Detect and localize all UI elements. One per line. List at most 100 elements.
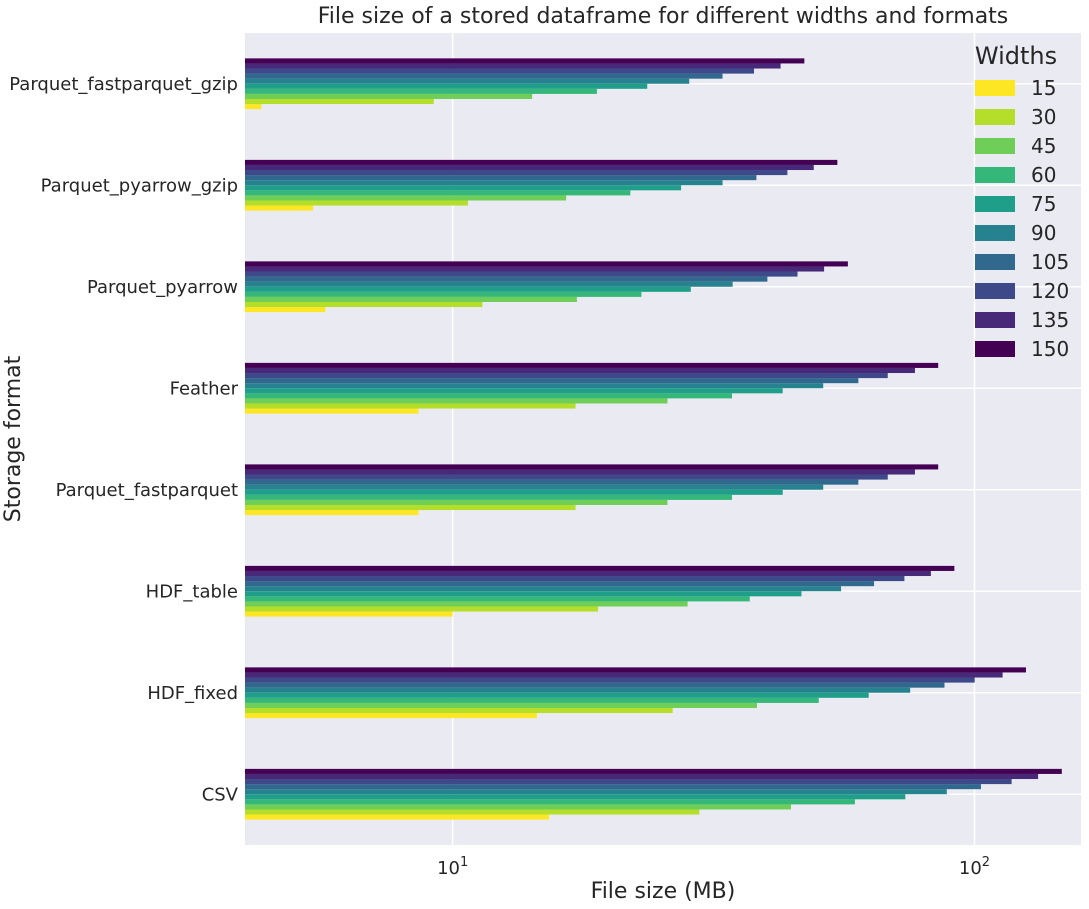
bar-Parquet_pyarrow-30: [245, 301, 483, 308]
bar-HDF_fixed-60: [245, 697, 819, 703]
y-tick-label: Parquet_fastparquet: [56, 480, 238, 501]
y-axis-label: Storage format: [1, 355, 26, 522]
legend-swatch-135: [975, 312, 1015, 328]
legend-label-105: 105: [1031, 250, 1069, 274]
bar-Parquet_fastparquet-105: [245, 479, 859, 485]
legend-label-135: 135: [1031, 308, 1069, 332]
bar-CSV-75: [245, 794, 906, 800]
y-tick-label: Parquet_pyarrow: [87, 277, 238, 298]
x-tick-label: 102: [959, 855, 990, 879]
bar-Parquet_fastparquet-135: [245, 469, 915, 475]
bar-Parquet_fastparquet-30: [245, 504, 576, 511]
bar-Parquet_fastparquet_gzip-30: [245, 98, 434, 105]
legend-swatch-45: [975, 138, 1015, 154]
bar-Parquet_pyarrow_gzip-75: [245, 185, 682, 191]
bar-Parquet_fastparquet_gzip-60: [245, 88, 597, 94]
bar-Parquet_pyarrow-135: [245, 266, 825, 272]
bar-Parquet_fastparquet_gzip-120: [245, 68, 755, 74]
bar-HDF_table-30: [245, 606, 599, 612]
bar-Parquet_fastparquet_gzip-150: [245, 58, 805, 64]
bar-Parquet_pyarrow-150: [245, 261, 848, 267]
bar-Feather-90: [245, 383, 824, 389]
bar-Parquet_pyarrow_gzip-30: [245, 200, 468, 206]
bar-HDF_table-105: [245, 581, 875, 587]
bar-CSV-30: [245, 809, 700, 815]
bar-CSV-15: [245, 814, 550, 820]
legend-label-30: 30: [1031, 105, 1056, 129]
bar-HDF_fixed-30: [245, 707, 673, 714]
legend-swatch-30: [975, 109, 1015, 125]
legend-label-90: 90: [1031, 221, 1056, 245]
bar-HDF_fixed-120: [245, 677, 975, 683]
bar-Parquet_pyarrow-45: [245, 296, 577, 302]
x-tick-label: 101: [437, 855, 468, 879]
bar-Parquet_fastparquet-15: [245, 510, 419, 516]
bar-HDF_fixed-75: [245, 692, 869, 698]
bar-Parquet_pyarrow-15: [245, 307, 326, 313]
legend-swatch-90: [975, 225, 1015, 241]
bar-Parquet_fastparquet_gzip-75: [245, 83, 648, 89]
bar-CSV-105: [245, 784, 981, 790]
y-tick-label: CSV: [202, 784, 239, 805]
bar-Parquet_fastparquet-120: [245, 474, 888, 480]
legend-swatch-150: [975, 341, 1015, 357]
bar-Feather-135: [245, 367, 915, 374]
legend: Widths 15 30 45 60 75 90 105 120 135 150: [975, 42, 1069, 361]
bar-Parquet_pyarrow-90: [245, 281, 733, 287]
bar-Feather-75: [245, 388, 783, 394]
y-tick-label: Parquet_fastparquet_gzip: [9, 74, 238, 95]
plot-area: [245, 33, 1081, 845]
bar-Parquet_fastparquet_gzip-90: [245, 78, 690, 84]
bar-Parquet_fastparquet_gzip-45: [245, 93, 533, 99]
legend-label-120: 120: [1031, 279, 1069, 303]
bar-HDF_table-135: [245, 570, 931, 577]
legend-title: Widths: [975, 42, 1057, 70]
bar-Parquet_fastparquet-75: [245, 489, 783, 495]
bar-HDF_table-15: [245, 611, 453, 617]
bar-HDF_fixed-105: [245, 682, 945, 688]
bar-HDF_table-150: [245, 565, 955, 571]
bar-Parquet_pyarrow_gzip-150: [245, 159, 838, 165]
bar-Parquet_pyarrow-120: [245, 271, 798, 277]
bar-Parquet_fastparquet_gzip-135: [245, 63, 781, 69]
y-tick-label: Parquet_pyarrow_gzip: [41, 175, 238, 196]
y-tick-label: HDF_table: [146, 581, 238, 602]
bar-Parquet_fastparquet-60: [245, 494, 732, 500]
bar-Feather-105: [245, 378, 859, 384]
bar-CSV-135: [245, 773, 1039, 780]
bar-HDF_fixed-90: [245, 687, 911, 693]
bar-CSV-60: [245, 799, 855, 805]
bar-Feather-150: [245, 362, 939, 368]
bar-Parquet_fastparquet-90: [245, 484, 824, 490]
y-tick-label: HDF_fixed: [147, 683, 238, 704]
bar-CSV-45: [245, 804, 791, 810]
bar-Parquet_pyarrow_gzip-135: [245, 164, 814, 171]
bar-Feather-15: [245, 408, 419, 414]
bar-HDF_table-120: [245, 576, 905, 582]
x-tick-labels: 101 102: [437, 855, 990, 879]
legend-swatch-75: [975, 196, 1015, 212]
bar-Parquet_fastparquet-45: [245, 499, 668, 505]
bar-HDF_fixed-135: [245, 672, 1003, 678]
bar-Parquet_pyarrow_gzip-15: [245, 205, 314, 211]
bar-HDF_fixed-150: [245, 667, 1026, 673]
legend-swatch-105: [975, 254, 1015, 270]
bar-HDF_table-75: [245, 591, 802, 597]
legend-label-150: 150: [1031, 337, 1069, 361]
bar-Parquet_pyarrow_gzip-90: [245, 180, 723, 186]
bars: [245, 58, 1062, 820]
bar-Parquet_pyarrow_gzip-45: [245, 195, 567, 201]
bar-CSV-90: [245, 789, 947, 795]
bar-Parquet_pyarrow-75: [245, 286, 691, 292]
bar-Feather-60: [245, 393, 732, 399]
legend-label-45: 45: [1031, 134, 1056, 158]
bar-HDF_table-45: [245, 601, 688, 607]
bar-Parquet_fastparquet_gzip-105: [245, 73, 723, 79]
x-axis-label: File size (MB): [591, 879, 736, 904]
bar-Parquet_pyarrow-105: [245, 276, 768, 282]
bar-Parquet_pyarrow_gzip-120: [245, 170, 788, 176]
legend-label-15: 15: [1031, 76, 1056, 100]
legend-label-75: 75: [1031, 192, 1056, 216]
bar-Parquet_pyarrow_gzip-60: [245, 190, 631, 196]
